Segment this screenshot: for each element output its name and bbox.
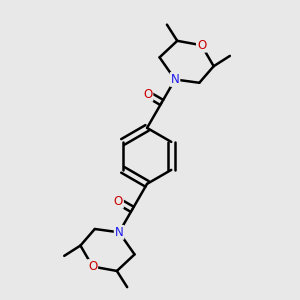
Text: N: N: [115, 226, 124, 239]
Text: O: O: [114, 195, 123, 208]
Text: O: O: [88, 260, 97, 273]
Text: N: N: [171, 73, 179, 86]
Text: O: O: [143, 88, 152, 101]
Text: O: O: [197, 39, 206, 52]
